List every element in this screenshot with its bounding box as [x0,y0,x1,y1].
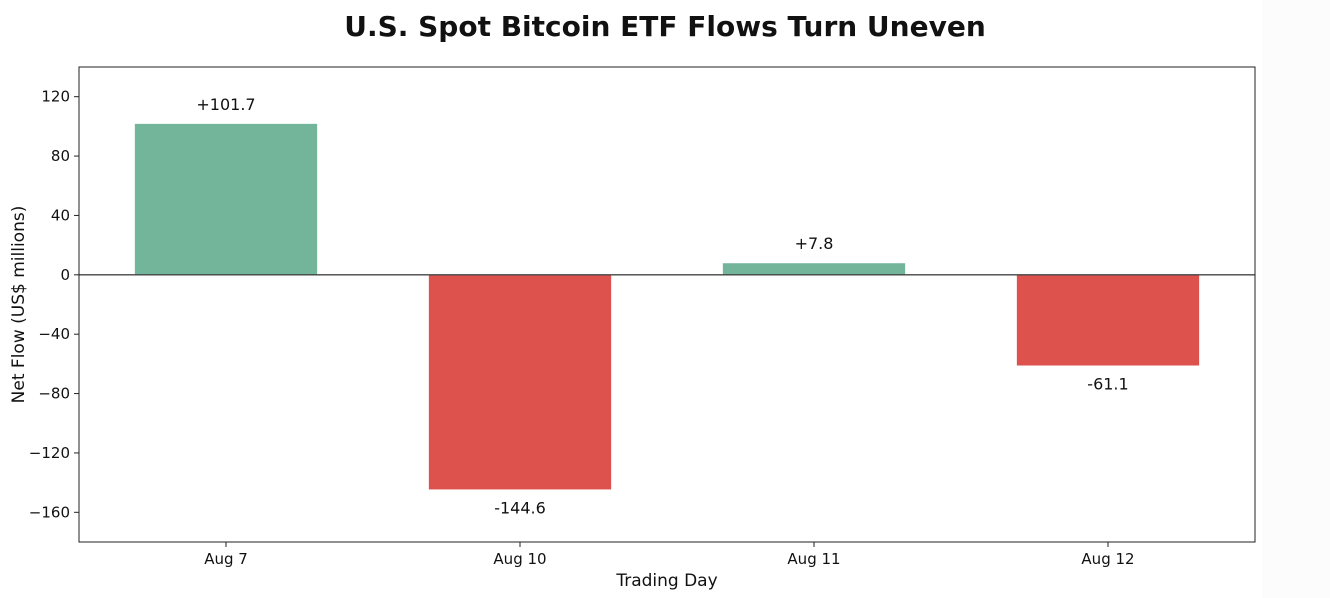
plot-frame [78,66,1256,543]
bar-3 [1016,274,1200,366]
bar-0 [134,123,318,275]
x-tick-label-0: Aug 7 [204,550,248,568]
value-label-0: +101.7 [196,95,255,114]
x-tick-label-3: Aug 12 [1081,550,1134,568]
bar-1 [428,274,612,490]
bars-group [134,123,1200,490]
y-tick-label-4: −40 [38,325,70,343]
y-tick-label-0: 120 [41,88,70,106]
y-axis-ticks: 120 80 40 0 −40 −80 −120 −160 [29,88,79,521]
y-axis-label: Net Flow (US$ millions) [9,206,29,404]
y-tick-label-1: 80 [51,147,70,165]
x-tick-label-2: Aug 11 [787,550,840,568]
value-label-1: -144.6 [494,498,546,517]
bar-2 [722,263,906,275]
value-label-2: +7.8 [795,234,834,253]
value-label-3: -61.1 [1087,375,1128,394]
y-tick-label-5: −80 [38,385,70,403]
value-labels-group: +101.7 -144.6 +7.8 -61.1 [196,95,1128,518]
x-axis-ticks: Aug 7 Aug 10 Aug 11 Aug 12 [204,542,1135,568]
y-tick-label-7: −160 [29,503,70,521]
right-margin-strip [1262,0,1330,598]
y-tick-label-6: −120 [29,444,70,462]
chart-title: U.S. Spot Bitcoin ETF Flows Turn Uneven [344,10,986,43]
x-axis-label: Trading Day [615,571,717,591]
y-tick-label-2: 40 [51,206,70,224]
y-tick-label-3: 0 [60,266,70,284]
x-tick-label-1: Aug 10 [493,550,546,568]
